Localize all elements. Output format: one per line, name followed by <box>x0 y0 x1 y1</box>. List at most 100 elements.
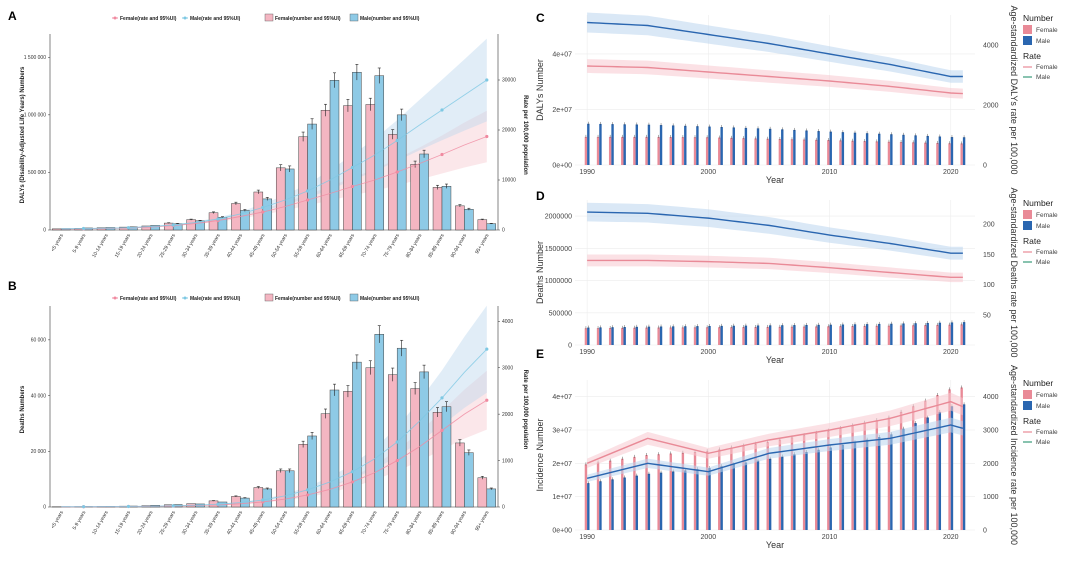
e-legend-female-label: Female <box>1036 392 1058 399</box>
d-y2tick-label-0: 50 <box>983 312 991 319</box>
c-bar-male-2007 <box>793 129 796 165</box>
c-bar-female-2011 <box>839 140 842 165</box>
c-bar-female-1995 <box>645 136 648 165</box>
a-bar-male-12 <box>329 80 340 231</box>
a-xtick-label-12: 60-64 years <box>315 233 334 259</box>
c-legend-rate-title: Rate <box>1023 51 1041 61</box>
a-male-rate-point-19 <box>485 78 489 82</box>
b-xtick-label-10: 50-54 years <box>271 510 290 536</box>
panel-b-chart: Female(rate and 95%UI) Male(rate and 95%U… <box>20 293 528 536</box>
c-bar-female-2020 <box>948 143 951 165</box>
a-female-rate-point-9 <box>261 210 265 214</box>
d-bar-male-2015 <box>890 323 893 345</box>
d-bar-male-1994 <box>635 326 639 345</box>
c-bar-male-2003 <box>744 127 748 165</box>
b-bar-female-19 <box>477 477 488 508</box>
b-bar-female-15 <box>387 374 398 508</box>
a-bar-male-16 <box>419 153 429 231</box>
d-bar-male-2010 <box>829 324 832 345</box>
c-legend-male-rate-label: Male <box>1036 74 1050 81</box>
d-bar-male-2011 <box>841 324 845 345</box>
d-bar-female-2009 <box>815 326 818 345</box>
c-bar-female-2006 <box>778 139 782 165</box>
d-bar-female-2001 <box>718 327 721 345</box>
e-bar-female-2008 <box>802 435 806 530</box>
a-xtick-label-0: <5 years <box>50 233 65 253</box>
e-bar-male-1993 <box>623 477 626 530</box>
e-bar-male-2006 <box>781 456 784 530</box>
a-xtick-label-14: 70-74 years <box>360 233 379 259</box>
b-legend-label-2: Female(number and 95%UI) <box>275 296 341 302</box>
a-legend-dot-0 <box>113 16 117 20</box>
d-female-rate-line <box>587 259 963 279</box>
d-bar-female-2016 <box>899 325 903 345</box>
a-bar-female-12 <box>320 109 331 231</box>
a-legend-label-0: Female(rate and 95%UI) <box>120 16 177 22</box>
b-y2-axis-title: Rate per 100,000 population <box>522 370 528 450</box>
c-bar-male-2001 <box>720 127 723 165</box>
a-xtick-label-4: 20-24 years <box>136 233 155 259</box>
a-ytick-label-0: 0 <box>43 228 46 234</box>
c-bar-male-2000 <box>708 126 711 165</box>
e-ytick-label-4: 4e+07 <box>552 394 572 401</box>
b-ytick-label-0: 0 <box>43 505 46 511</box>
d-male-rate-band <box>587 202 963 260</box>
c-bar-female-1996 <box>657 136 660 165</box>
c-bar-male-2010 <box>829 131 832 165</box>
e-xtick-label-2: 2010 <box>822 534 838 541</box>
a-bar-female-5 <box>163 222 174 231</box>
b-xtick-label-0: <5 years <box>50 510 65 530</box>
c-y2tick-label-2: 4000 <box>983 43 999 50</box>
d-bar-male-2019 <box>938 322 942 345</box>
b-bar-female-13 <box>343 391 353 508</box>
a-bar-female-14 <box>365 104 376 231</box>
d-bar-male-2008 <box>805 324 808 345</box>
d-xtick-label-0: 1990 <box>579 349 595 356</box>
b-bar-female-11 <box>298 444 308 508</box>
b-xtick-label-5: 25-29 years <box>159 510 178 536</box>
b-male-rate-point-9 <box>261 498 265 502</box>
d-xtick-label-3: 2020 <box>943 349 959 356</box>
b-male-rate-point-15 <box>395 440 399 444</box>
e-bar-male-2007 <box>793 454 796 530</box>
d-bar-female-2013 <box>863 325 866 345</box>
b-bar-male-12 <box>329 389 340 508</box>
a-legend-label-1: Male(rate and 95%UI) <box>190 16 241 22</box>
e-bar-male-2019 <box>938 411 942 530</box>
a-y2tick-label-1: 10000 <box>502 178 516 184</box>
c-bar-female-2002 <box>730 137 733 165</box>
d-bar-female-2008 <box>802 326 806 345</box>
a-xtick-label-6: 30-34 years <box>181 233 200 259</box>
a-xtick-label-7: 35-39 years <box>203 233 222 259</box>
d-bar-female-2011 <box>839 326 842 345</box>
c-bar-female-1999 <box>693 137 697 165</box>
c-x-axis-title: Year <box>766 175 784 185</box>
c-ytick-label-1: 2e+07 <box>552 107 572 114</box>
a-bar-female-10 <box>275 167 286 231</box>
e-bar-female-2006 <box>778 439 782 530</box>
c-bar-male-2013 <box>865 133 869 165</box>
e-bar-female-2000 <box>705 451 709 530</box>
e-bar-female-2010 <box>827 430 830 530</box>
e-bar-female-1993 <box>621 458 624 530</box>
b-ytick-label-3: 60 000 <box>31 338 47 344</box>
b-bar-female-14 <box>365 367 376 508</box>
d-bar-male-1991 <box>599 327 602 345</box>
d-y2tick-label-1: 100 <box>983 282 995 289</box>
d-y2tick-label-2: 150 <box>983 252 995 259</box>
c-bar-male-2006 <box>781 129 784 165</box>
b-bar-female-9 <box>253 487 264 508</box>
d-bar-male-2021 <box>962 322 966 345</box>
e-bar-male-2015 <box>890 434 893 530</box>
c-bar-male-2005 <box>768 128 772 165</box>
e-bar-male-1995 <box>647 473 651 530</box>
a-legend-dot-1 <box>183 16 187 20</box>
c-bar-female-2019 <box>936 142 939 165</box>
e-bar-male-2005 <box>768 458 772 530</box>
e-legend-rate-title: Rate <box>1023 416 1041 426</box>
panel-e-chart: 0e+00 1e+07 2e+07 3e+07 4e+07 0 1000 2000 3000 40… <box>535 365 1058 550</box>
e-bar-male-2013 <box>865 439 869 530</box>
c-bar-male-2021 <box>962 137 966 165</box>
d-bar-female-2004 <box>754 327 757 345</box>
a-xtick-label-18: 90-94 years <box>450 233 469 259</box>
